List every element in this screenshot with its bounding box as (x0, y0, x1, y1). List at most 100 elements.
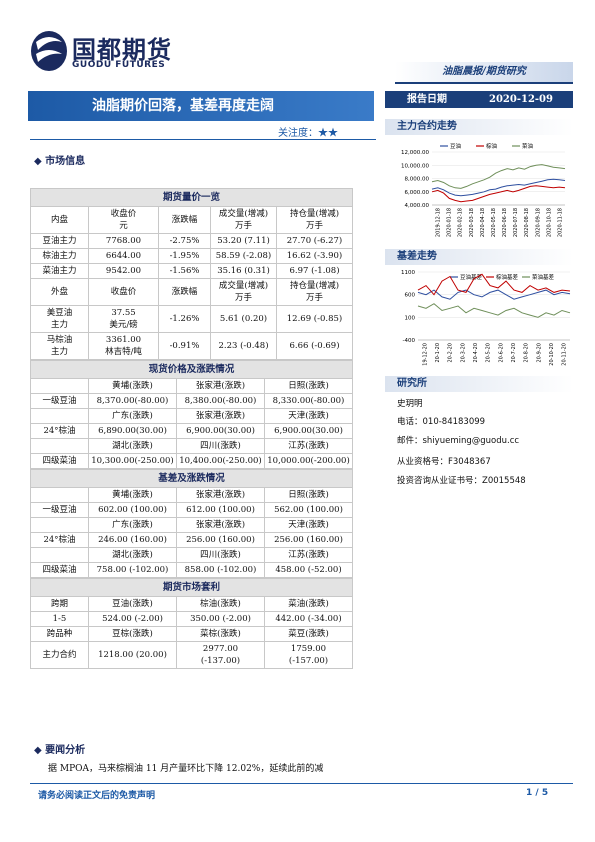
divider (30, 139, 376, 140)
series-line (417, 273, 571, 296)
section-text: 市场信息 (45, 156, 86, 167)
x-tick-label: 20-9-20 (536, 343, 542, 363)
y-tick-label: -400 (403, 338, 416, 344)
x-tick-label: 20-10-20 (549, 343, 555, 366)
table-row: 马棕油 主力 3361.00 林吉特/吨 -0.91% 2.23 (-0.48) 6.6… (30, 332, 354, 360)
table-cell: 858.00 (-102.00) (176, 562, 265, 578)
legend-label: 棕油 (486, 142, 498, 150)
table-title-row: 期货市场套利 (29, 578, 354, 597)
table-cell: 12.69 (-0.85) (275, 305, 354, 333)
x-tick-label: 2020-11-18 (557, 208, 563, 237)
table: 基差及涨跌情况 黄埔(涨跌) 张家港(涨跌) 日照(涨跌) 一级豆油 602.00 (10… (29, 469, 354, 578)
table-row: 黄埔(涨跌) 张家港(涨跌) 日照(涨跌) (30, 487, 354, 503)
x-tick-label: 2020-01-18 (447, 208, 453, 237)
x-tick-label: 2020-02-18 (458, 208, 464, 237)
x-tick-label: 20-6-20 (498, 343, 504, 363)
y-tick-label: 6,000.00 (405, 190, 430, 196)
series-line (417, 303, 571, 318)
x-tick-label: 2020-09-18 (535, 208, 541, 237)
table: 现货价格及涨跌情况 黄埔(涨跌) 张家港(涨跌) 日照(涨跌) 一级豆油 8,370.00… (29, 360, 354, 469)
x-tick-label: 2020-07-18 (513, 208, 519, 237)
table-cell: 2.23 (-0.48) (210, 332, 277, 360)
section-text: 要闻分析 (45, 745, 86, 756)
table-row: 24°棕油 246.00 (160.00) 256.00 (160.00) 256.0… (30, 532, 354, 548)
table-cell: 1759.00 (-157.00) (263, 641, 354, 669)
news-text: 据 MPOA，马来棕榈油 11 月产量环比下降 12.02%，延续此前的减 (48, 764, 324, 774)
table-cell: 持仓量(增减) 万手 (275, 206, 354, 234)
table-cell: 27.70 (-6.27) (275, 233, 354, 249)
x-tick-label: 20-5-20 (486, 343, 492, 363)
banner: 油脂晨报/期货研究 (395, 62, 573, 84)
table-cell: 持仓量(增减) 万手 (275, 278, 354, 306)
table-title: 基差及涨跌情况 (29, 469, 354, 488)
y-tick-label: 1100 (401, 270, 415, 276)
x-tick-label: 2020-08-18 (524, 208, 530, 237)
series-line (431, 178, 566, 197)
contact-email: 邮件：shiyueming@guodu.cc (397, 436, 520, 446)
table-row: 四级菜油 758.00 (-102.00) 858.00 (-102.00) 458.… (30, 562, 354, 578)
divider (30, 783, 573, 784)
table-cell: 1218.00 (20.00) (88, 641, 177, 669)
series-line (431, 164, 566, 189)
table-row: 外盘 收盘价 涨跌幅 成交量(增减) 万手 持仓量(增减) 万手 (30, 278, 354, 306)
table-cell: 37.55 美元/磅 (88, 305, 159, 333)
section-title: ◆ 要闻分析 (34, 745, 86, 756)
x-tick-label: 20-2-20 (448, 343, 454, 363)
logo-icon (31, 31, 67, 71)
table-cell: 成交量(增减) 万手 (210, 206, 277, 234)
contact-cert: 投资咨询从业证书号：Z0015548 (397, 476, 526, 486)
table-title-row: 基差及涨跌情况 (29, 469, 354, 488)
table-row: 主力合约 1218.00 (20.00) 2977.00 (-137.00) 1759… (30, 641, 354, 669)
chart-title: 主力合约走势 (385, 119, 573, 135)
date: 2020-12-09 (489, 94, 553, 105)
y-tick-label: 10,000.00 (401, 163, 429, 169)
table-cell: 10,400.00(-250.00) (176, 453, 265, 469)
tables: 期货量价一览 内盘 收盘价 元涨跌幅 成交量(增减) 万手 持仓量(增减) 万手 豆油主力… (29, 188, 354, 669)
contact-license: 从业资格号：F3048367 (397, 457, 491, 467)
table-row: 跨品种 豆棕(涨跌) 菜棕(涨跌) 菜豆(涨跌) (30, 626, 354, 642)
table-cell: 四级菜油 (30, 453, 89, 469)
y-tick-label: 100 (405, 315, 416, 321)
x-tick-label: 2020-10-18 (546, 208, 552, 237)
y-tick-label: 4,000.00 (405, 203, 430, 209)
table-cell: 6.66 (-0.69) (275, 332, 354, 360)
contact-name: 史玥明 (397, 399, 423, 409)
table: 期货量价一览 内盘 收盘价 元涨跌幅 成交量(增减) 万手 持仓量(增减) 万手 豆油主力… (29, 188, 354, 360)
table-row: 跨期 豆油(涨跌) 棕油(涨跌) 菜油(涨跌) (30, 596, 354, 612)
table-row: 四级菜油 10,300.00(-250.00) 10,400.00(-250.00)… (30, 453, 354, 469)
table: 期货市场套利 跨期 豆油(涨跌) 棕油(涨跌) 菜油(涨跌) 1-5 524.00 (-2.… (29, 578, 354, 669)
y-tick-label: 600 (405, 293, 416, 299)
table-title: 期货量价一览 (29, 188, 354, 207)
x-tick-label: 20-1-20 (435, 343, 441, 363)
table-cell: 四级菜油 (30, 562, 89, 578)
legend-label: 豆油 (450, 142, 462, 150)
logo-subtext: GUODU FUTURES (72, 60, 166, 70)
x-tick-label: 2020-06-18 (502, 208, 508, 237)
x-tick-label: 20-3-20 (460, 343, 466, 363)
table-cell: 758.00 (-102.00) (88, 562, 177, 578)
section-title: ◆ 市场信息 (34, 156, 86, 167)
table-cell: -0.91% (158, 332, 211, 360)
date-bar: 报告日期 2020-12-09 (385, 91, 573, 108)
series-line (417, 289, 571, 300)
table-cell: 10,300.00(-250.00) (88, 453, 177, 469)
chart-title: 基差走势 (385, 249, 573, 265)
disclaimer: 请务必阅读正文后的免责声明 (38, 791, 156, 801)
table-row: 菜油主力 9542.00 -1.56% 35.16 (0.31) 6.97 (-1.08… (30, 263, 354, 279)
series-line (431, 185, 566, 203)
table-cell: 458.00 (-52.00) (263, 562, 354, 578)
x-tick-label: 2020-05-18 (491, 208, 497, 237)
table-cell: 10,000.00(-200.00) (263, 453, 354, 469)
attention: 关注度：★★ (278, 128, 338, 139)
table-cell: 收盘价 元 (88, 206, 159, 234)
x-tick-label: 2020-03-18 (469, 208, 475, 237)
contact-phone: 电话：010-84183099 (397, 417, 486, 427)
x-tick-label: 2020-04-18 (480, 208, 486, 237)
x-tick-label: 20-7-20 (511, 343, 517, 363)
contact-title: 研究所 (385, 376, 573, 392)
x-tick-label: 20-8-20 (524, 343, 530, 363)
table-title-row: 期货量价一览 (29, 188, 354, 207)
logo-text: 国都期货 (72, 36, 172, 64)
